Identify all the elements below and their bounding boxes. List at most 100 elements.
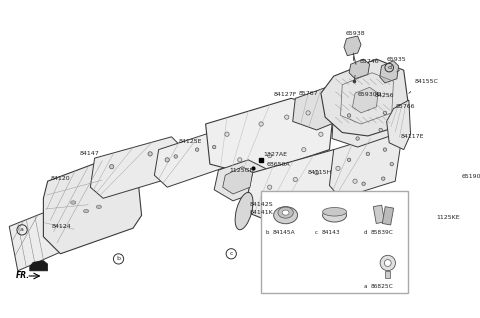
Bar [261,190,408,293]
Polygon shape [329,133,400,198]
Circle shape [380,255,396,271]
Circle shape [336,166,340,170]
Polygon shape [244,149,368,226]
Text: 84141K: 84141K [250,210,274,215]
Circle shape [384,259,391,266]
Circle shape [165,158,169,162]
Text: 85839C: 85839C [371,231,394,235]
Ellipse shape [235,192,253,230]
Text: 65935: 65935 [387,57,406,62]
Text: d: d [363,231,367,235]
Text: 65190B: 65190B [462,175,480,179]
Polygon shape [352,87,378,113]
Circle shape [353,179,357,183]
Circle shape [267,185,272,189]
Ellipse shape [282,210,289,215]
Bar [382,207,394,225]
Text: 68650A: 68650A [267,162,291,167]
Circle shape [238,158,242,162]
Text: 1125GB: 1125GB [229,168,254,173]
Polygon shape [155,130,231,187]
Circle shape [195,148,199,151]
Ellipse shape [278,207,293,218]
Text: a: a [363,284,367,289]
Circle shape [362,182,365,185]
Circle shape [293,177,298,182]
Ellipse shape [84,209,89,213]
Text: 84127F: 84127F [274,93,297,97]
Text: 84115H: 84115H [308,170,332,175]
Text: 84256: 84256 [375,93,394,98]
Polygon shape [30,261,48,271]
Circle shape [280,207,285,211]
Text: 84145A: 84145A [273,231,296,235]
Circle shape [348,114,351,117]
Polygon shape [43,156,142,254]
Polygon shape [293,85,352,130]
Text: a: a [20,227,24,232]
Text: 84147: 84147 [79,150,99,156]
Circle shape [174,155,178,158]
Circle shape [319,132,323,136]
Circle shape [390,162,394,166]
Circle shape [148,152,152,156]
Polygon shape [223,167,252,194]
Text: 1125KE: 1125KE [436,215,460,220]
Polygon shape [344,36,361,56]
Polygon shape [90,137,184,198]
Bar [373,205,384,224]
Text: c: c [314,231,318,235]
Text: 85766: 85766 [395,104,415,109]
Text: 1327AE: 1327AE [264,152,288,157]
Circle shape [109,164,114,169]
Polygon shape [205,98,334,175]
Circle shape [356,137,360,140]
Circle shape [267,154,272,158]
Circle shape [310,202,314,206]
Circle shape [340,196,344,200]
Bar [385,271,390,278]
Circle shape [306,111,310,115]
Text: 86825C: 86825C [371,284,394,289]
Text: 85767: 85767 [299,91,318,96]
Text: 84125E: 84125E [178,139,202,143]
Circle shape [314,170,319,175]
Polygon shape [9,209,60,271]
Polygon shape [387,100,410,149]
Polygon shape [380,61,398,83]
Polygon shape [321,59,409,136]
Text: c: c [229,251,233,256]
Circle shape [259,122,263,126]
Circle shape [383,148,387,151]
Text: 84117E: 84117E [400,134,424,139]
Circle shape [366,107,370,110]
Text: b: b [117,256,120,261]
Text: 84124: 84124 [52,224,72,229]
Circle shape [383,111,387,114]
Circle shape [225,132,229,136]
Ellipse shape [71,201,76,204]
Text: 65938: 65938 [345,31,365,36]
Circle shape [366,152,370,156]
Circle shape [285,115,289,119]
Polygon shape [349,59,370,79]
Text: 84155C: 84155C [415,79,439,84]
Polygon shape [214,160,265,201]
Ellipse shape [274,207,298,224]
Text: 85746: 85746 [360,59,379,64]
Circle shape [382,177,385,180]
Circle shape [379,128,383,132]
Text: 84120: 84120 [50,176,70,181]
Circle shape [213,145,216,149]
Circle shape [302,148,306,152]
Ellipse shape [96,205,101,209]
Circle shape [348,158,351,162]
Text: 84143: 84143 [322,231,341,235]
Ellipse shape [323,208,347,216]
Text: FR.: FR. [16,272,30,280]
Text: b: b [265,231,269,235]
Ellipse shape [323,208,347,222]
Text: 65930D: 65930D [358,93,382,97]
Polygon shape [332,98,395,147]
Text: 84142S: 84142S [250,202,274,207]
